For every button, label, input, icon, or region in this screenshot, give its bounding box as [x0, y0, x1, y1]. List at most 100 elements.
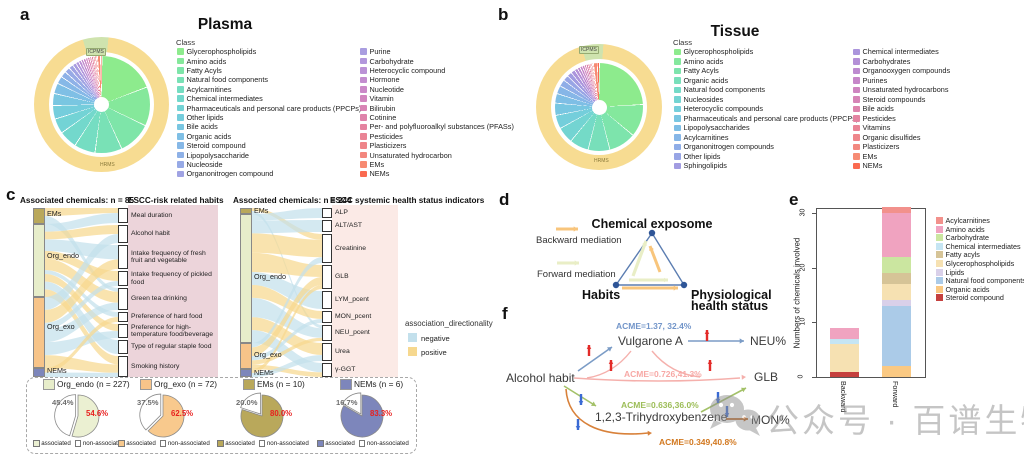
- legend-label: Carbohydrate: [369, 56, 414, 66]
- sankey-node: [240, 208, 252, 214]
- legend-label: Pesticides: [369, 131, 403, 141]
- e-axis-tick: [812, 212, 816, 214]
- legend-label: Organic acids: [186, 131, 232, 141]
- arrow-head: [739, 338, 744, 344]
- e-legend-item: Carbohydrate: [936, 233, 989, 242]
- sankey-target-box: [322, 343, 332, 361]
- legend-item: Organooxygen compounds: [853, 66, 950, 76]
- arrow-line: [631, 240, 648, 277]
- legend-item: Organonitrogen compounds: [674, 142, 774, 152]
- tissue-icpms-label: ICPMS: [579, 46, 599, 54]
- sankey-node-label: Org_endo: [47, 251, 79, 260]
- sankey-target-label: Type of regular staple food: [131, 343, 212, 351]
- legend-swatch: [360, 67, 367, 74]
- tissue-donut-chart: [591, 99, 607, 115]
- legend-label: Acylcarnitines: [186, 84, 232, 94]
- pie-assoc-pct: 83.3%: [370, 409, 393, 418]
- sankey-target-box: [118, 208, 128, 223]
- arrow-head: [707, 360, 713, 364]
- e-legend-swatch: [936, 294, 943, 302]
- legend-label: Fatty Acyls: [683, 66, 719, 76]
- e-legend-swatch: [936, 217, 943, 224]
- sankey-node: [240, 343, 252, 369]
- legend-label: Plasticizers: [862, 142, 900, 152]
- legend-swatch: [853, 58, 860, 65]
- e-legend-swatch: [936, 285, 943, 293]
- sankey-ribbon: [45, 258, 118, 303]
- arrow-head: [578, 401, 584, 405]
- pie-mini-legend-item: non-associated: [258, 440, 309, 447]
- pie-assoc-pct: 80.0%: [270, 409, 293, 418]
- arrow-line: [700, 387, 747, 413]
- legend-swatch: [177, 133, 184, 140]
- habits-label: Habits: [582, 288, 621, 302]
- legend-label: Natural food components: [683, 85, 766, 95]
- group-swatch-org-endo: [43, 379, 55, 390]
- sankey-ribbon: [252, 277, 322, 356]
- legend-swatch: [674, 58, 681, 65]
- arrow-head: [664, 277, 668, 283]
- legend-label: Steroid compound: [186, 141, 246, 151]
- legend-label: Sphingolipids: [683, 161, 727, 171]
- legend-swatch: [360, 86, 367, 93]
- legend-swatch: [177, 161, 184, 168]
- sankey-node-label: Org_exo: [47, 322, 75, 331]
- legend-swatch: [177, 114, 184, 121]
- alcohol-habit-node: Alcohol habit: [506, 371, 575, 385]
- legend-swatch: [674, 143, 681, 150]
- legend-label: Pharmaceuticals and personal care produc…: [683, 113, 859, 123]
- pie-mini-legend: associated non-associated: [29, 440, 129, 447]
- legend-label: Pesticides: [862, 113, 896, 123]
- bar-segment: [882, 212, 911, 257]
- e-axis-tick: [812, 267, 816, 269]
- arrow-head: [673, 285, 678, 291]
- bar-segment: [882, 305, 911, 367]
- panel-e-letter: e: [789, 190, 799, 209]
- legend-swatch: [674, 96, 681, 103]
- sankey-target-box: [322, 220, 332, 232]
- legend-item: Bilirubin: [360, 103, 395, 113]
- pie-mini-legend-item: associated: [33, 440, 71, 447]
- chemical-exposome-label: Chemical exposome: [591, 217, 713, 231]
- legend-label: Amino acids: [683, 56, 724, 66]
- sankey-target-box: [118, 271, 128, 286]
- sankey-target-label: ALT/AST: [335, 222, 363, 230]
- legend-swatch: [360, 95, 367, 102]
- arrow-head: [741, 387, 746, 393]
- sankey-target-box: [118, 312, 128, 322]
- bar-segment: [882, 366, 911, 377]
- legend-label: Unsaturated hydrocarbon: [369, 150, 452, 160]
- arrow-head: [647, 430, 652, 436]
- panel-c-letter: c: [6, 185, 16, 204]
- sankey-target-box: [322, 311, 332, 323]
- e-tick-label: 0: [797, 374, 805, 379]
- arrow-line: [648, 245, 662, 273]
- legend-item: Per- and polyfluoroalkyl substances (PFA…: [360, 122, 514, 131]
- sankey-target-label: Preference for high-temperature food/bev…: [131, 323, 213, 338]
- glb-node: GLB: [754, 370, 779, 384]
- legend-swatch: [674, 115, 681, 122]
- legend-label: Heterocyclic compound: [369, 65, 446, 75]
- legend-label: Nucleotide: [369, 84, 404, 94]
- e-legend-swatch: [936, 260, 943, 267]
- sankey-target-box: [118, 340, 128, 354]
- legend-swatch: [674, 48, 681, 55]
- legend-item: Lipopolysaccharides: [674, 123, 750, 133]
- legend-swatch: [360, 151, 367, 159]
- legend-label: Nucleoside: [186, 159, 223, 169]
- bar-segment: [830, 371, 859, 377]
- sankey-node-label: NEMs: [254, 368, 274, 377]
- legend-swatch: [360, 48, 367, 55]
- arrow-head: [741, 374, 746, 380]
- legend-swatch: [674, 162, 681, 169]
- legend-item: Purines: [853, 76, 887, 86]
- legend-label: Organic acids: [683, 75, 729, 85]
- e-tick-label: 10: [799, 317, 807, 326]
- legend-swatch: [853, 143, 860, 150]
- e-legend-item: Chemical intermediates: [936, 242, 1021, 251]
- legend-label: Chemical intermediates: [186, 94, 263, 104]
- group-label-nems: NEMs (n = 6): [354, 379, 404, 389]
- e-legend-item: Steroid compound: [936, 293, 1004, 302]
- sankey-ribbon: [45, 259, 118, 323]
- legend-label: Pharmaceuticals and personal care produc…: [186, 103, 362, 113]
